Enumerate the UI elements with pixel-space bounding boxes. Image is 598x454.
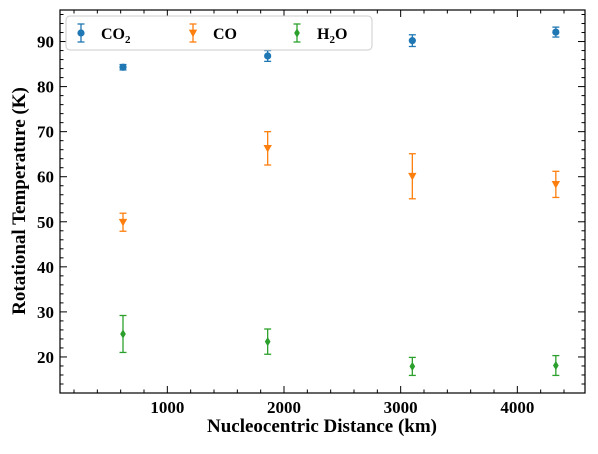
legend-marker <box>188 29 198 38</box>
data-point <box>552 28 560 36</box>
series-h2o <box>119 314 560 377</box>
y-tick-label: 20 <box>37 348 54 367</box>
legend-item-co2: CO2 <box>77 23 131 46</box>
legend: CO2 CO H2O <box>65 15 373 51</box>
legend-label: CO2 <box>101 26 131 46</box>
legend-marker <box>77 29 85 37</box>
y-tick-label: 30 <box>37 303 54 322</box>
y-tick-label: 80 <box>37 78 54 97</box>
x-tick-label: 4000 <box>500 398 534 417</box>
series-co2 <box>119 26 560 71</box>
y-tick-label: 50 <box>37 213 54 232</box>
x-tick-label: 1000 <box>150 398 184 417</box>
x-tick-label: 3000 <box>384 398 418 417</box>
data-point <box>119 63 127 71</box>
legend-label: H2O <box>317 26 347 46</box>
data-point <box>552 360 559 371</box>
data-point <box>408 37 416 45</box>
y-tick-label: 40 <box>37 258 54 277</box>
legend-item-co: CO <box>188 23 237 43</box>
ticks-layer: 1000 2000 3000 4000 20 30 40 50 60 70 80 90 <box>37 10 585 417</box>
y-tick-label: 70 <box>37 123 54 142</box>
y-tick-label: 60 <box>37 168 54 187</box>
y-tick-label: 90 <box>37 33 54 52</box>
data-point <box>118 218 128 227</box>
x-tick-label: 2000 <box>267 398 301 417</box>
marks-layer <box>118 26 561 377</box>
legend-marker <box>294 28 300 38</box>
legend-label: CO <box>213 26 237 43</box>
data-point <box>408 172 417 181</box>
legend-item-h2o: H2O <box>293 23 347 46</box>
data-point <box>264 337 271 347</box>
series-co <box>118 131 561 232</box>
data-point <box>551 181 561 189</box>
plot-frame <box>59 9 586 394</box>
y-axis-title: Rotational Temperature (K) <box>9 87 30 315</box>
data-point <box>120 329 126 339</box>
data-point <box>409 361 416 372</box>
data-point <box>263 144 272 153</box>
data-point <box>264 52 272 60</box>
x-axis-title: Nucleocentric Distance (km) <box>207 416 437 437</box>
